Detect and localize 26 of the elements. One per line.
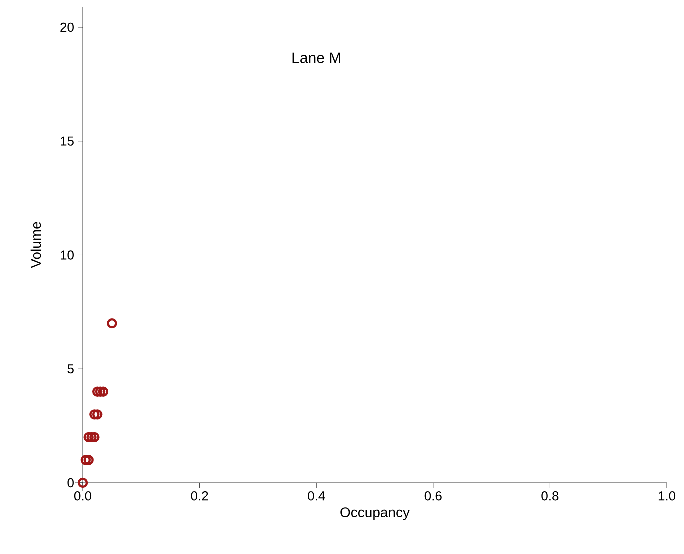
point: [90, 432, 100, 443]
x-tick-label: 0.8: [542, 492, 559, 501]
y-axis-title: Volume: [30, 222, 42, 268]
point: [98, 386, 109, 397]
x-tick-label: 1.0: [658, 492, 676, 501]
y-tick-label: 15: [60, 136, 74, 146]
point: [107, 318, 118, 329]
point: [86, 432, 97, 443]
point: [92, 410, 103, 420]
x-axis-title: Occupancy: [340, 508, 410, 520]
point: [92, 386, 103, 397]
point: [84, 432, 94, 443]
x-tick-label: 0.2: [191, 492, 208, 501]
y-tick-label: 20: [60, 22, 74, 32]
point: [90, 410, 100, 420]
point: [80, 455, 92, 466]
x-tick-label: 0.0: [74, 492, 92, 501]
x-tick-label: 0.4: [308, 492, 326, 501]
point: [78, 478, 88, 488]
point: [95, 386, 106, 397]
y-tick-label: 5: [68, 364, 74, 374]
text: Lane M: [292, 52, 340, 64]
y-tick-label: 0: [68, 478, 74, 488]
x-tick-label: 0.6: [424, 492, 442, 501]
y-tick-label: 10: [60, 250, 74, 260]
point: [84, 455, 94, 466]
